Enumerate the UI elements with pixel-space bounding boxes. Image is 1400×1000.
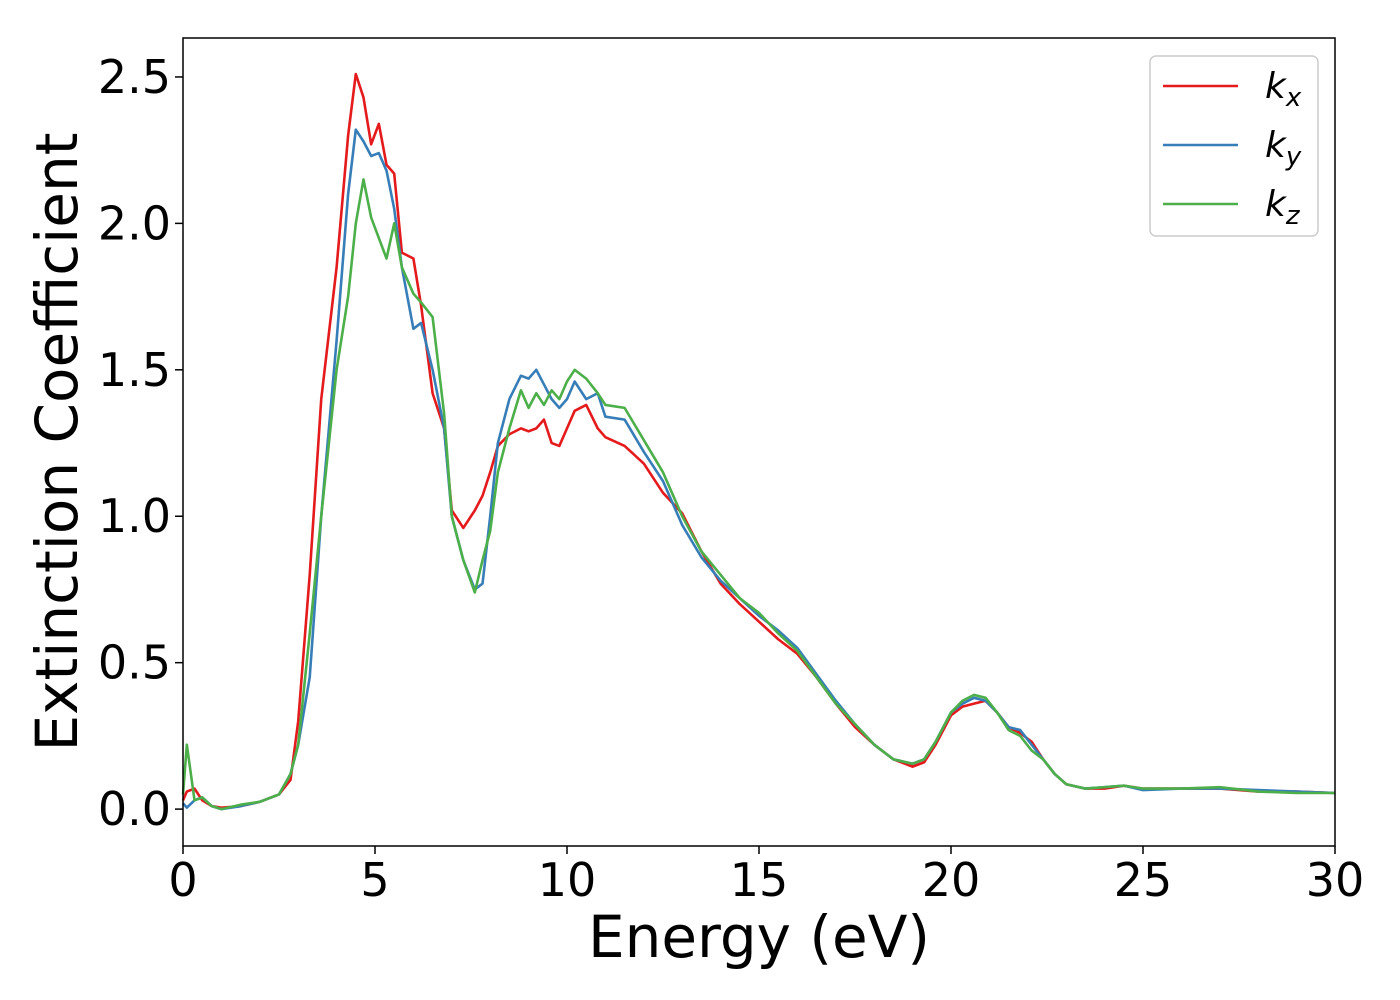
plot-frame [182, 37, 1336, 847]
x-tick-label: 5 [360, 853, 389, 907]
legend-label: kz [1265, 184, 1301, 231]
series-line [181, 72, 1336, 809]
y-tick-label: 0.0 [98, 782, 171, 836]
x-tick-label: 30 [1306, 853, 1365, 907]
x-tick-label: 20 [922, 853, 981, 907]
x-axis-title: Energy (eV) [588, 903, 930, 971]
x-tick-label: 0 [168, 853, 197, 907]
series-line [181, 178, 1335, 811]
legend-label: ky [1265, 125, 1302, 172]
x-tick-label: 25 [1114, 853, 1173, 907]
legend-label: kx [1265, 66, 1302, 113]
y-axis-title: Extinction Coefficient [23, 133, 91, 752]
x-tick-label: 10 [538, 853, 597, 907]
y-tick-label: 1.0 [98, 489, 171, 543]
series-line [182, 128, 1336, 811]
y-tick-label: 0.5 [98, 636, 171, 690]
y-tick-label: 2.5 [98, 50, 171, 104]
x-tick-label: 15 [730, 853, 789, 907]
y-tick-label: 2.0 [98, 196, 171, 250]
y-tick-label: 1.5 [98, 343, 171, 397]
